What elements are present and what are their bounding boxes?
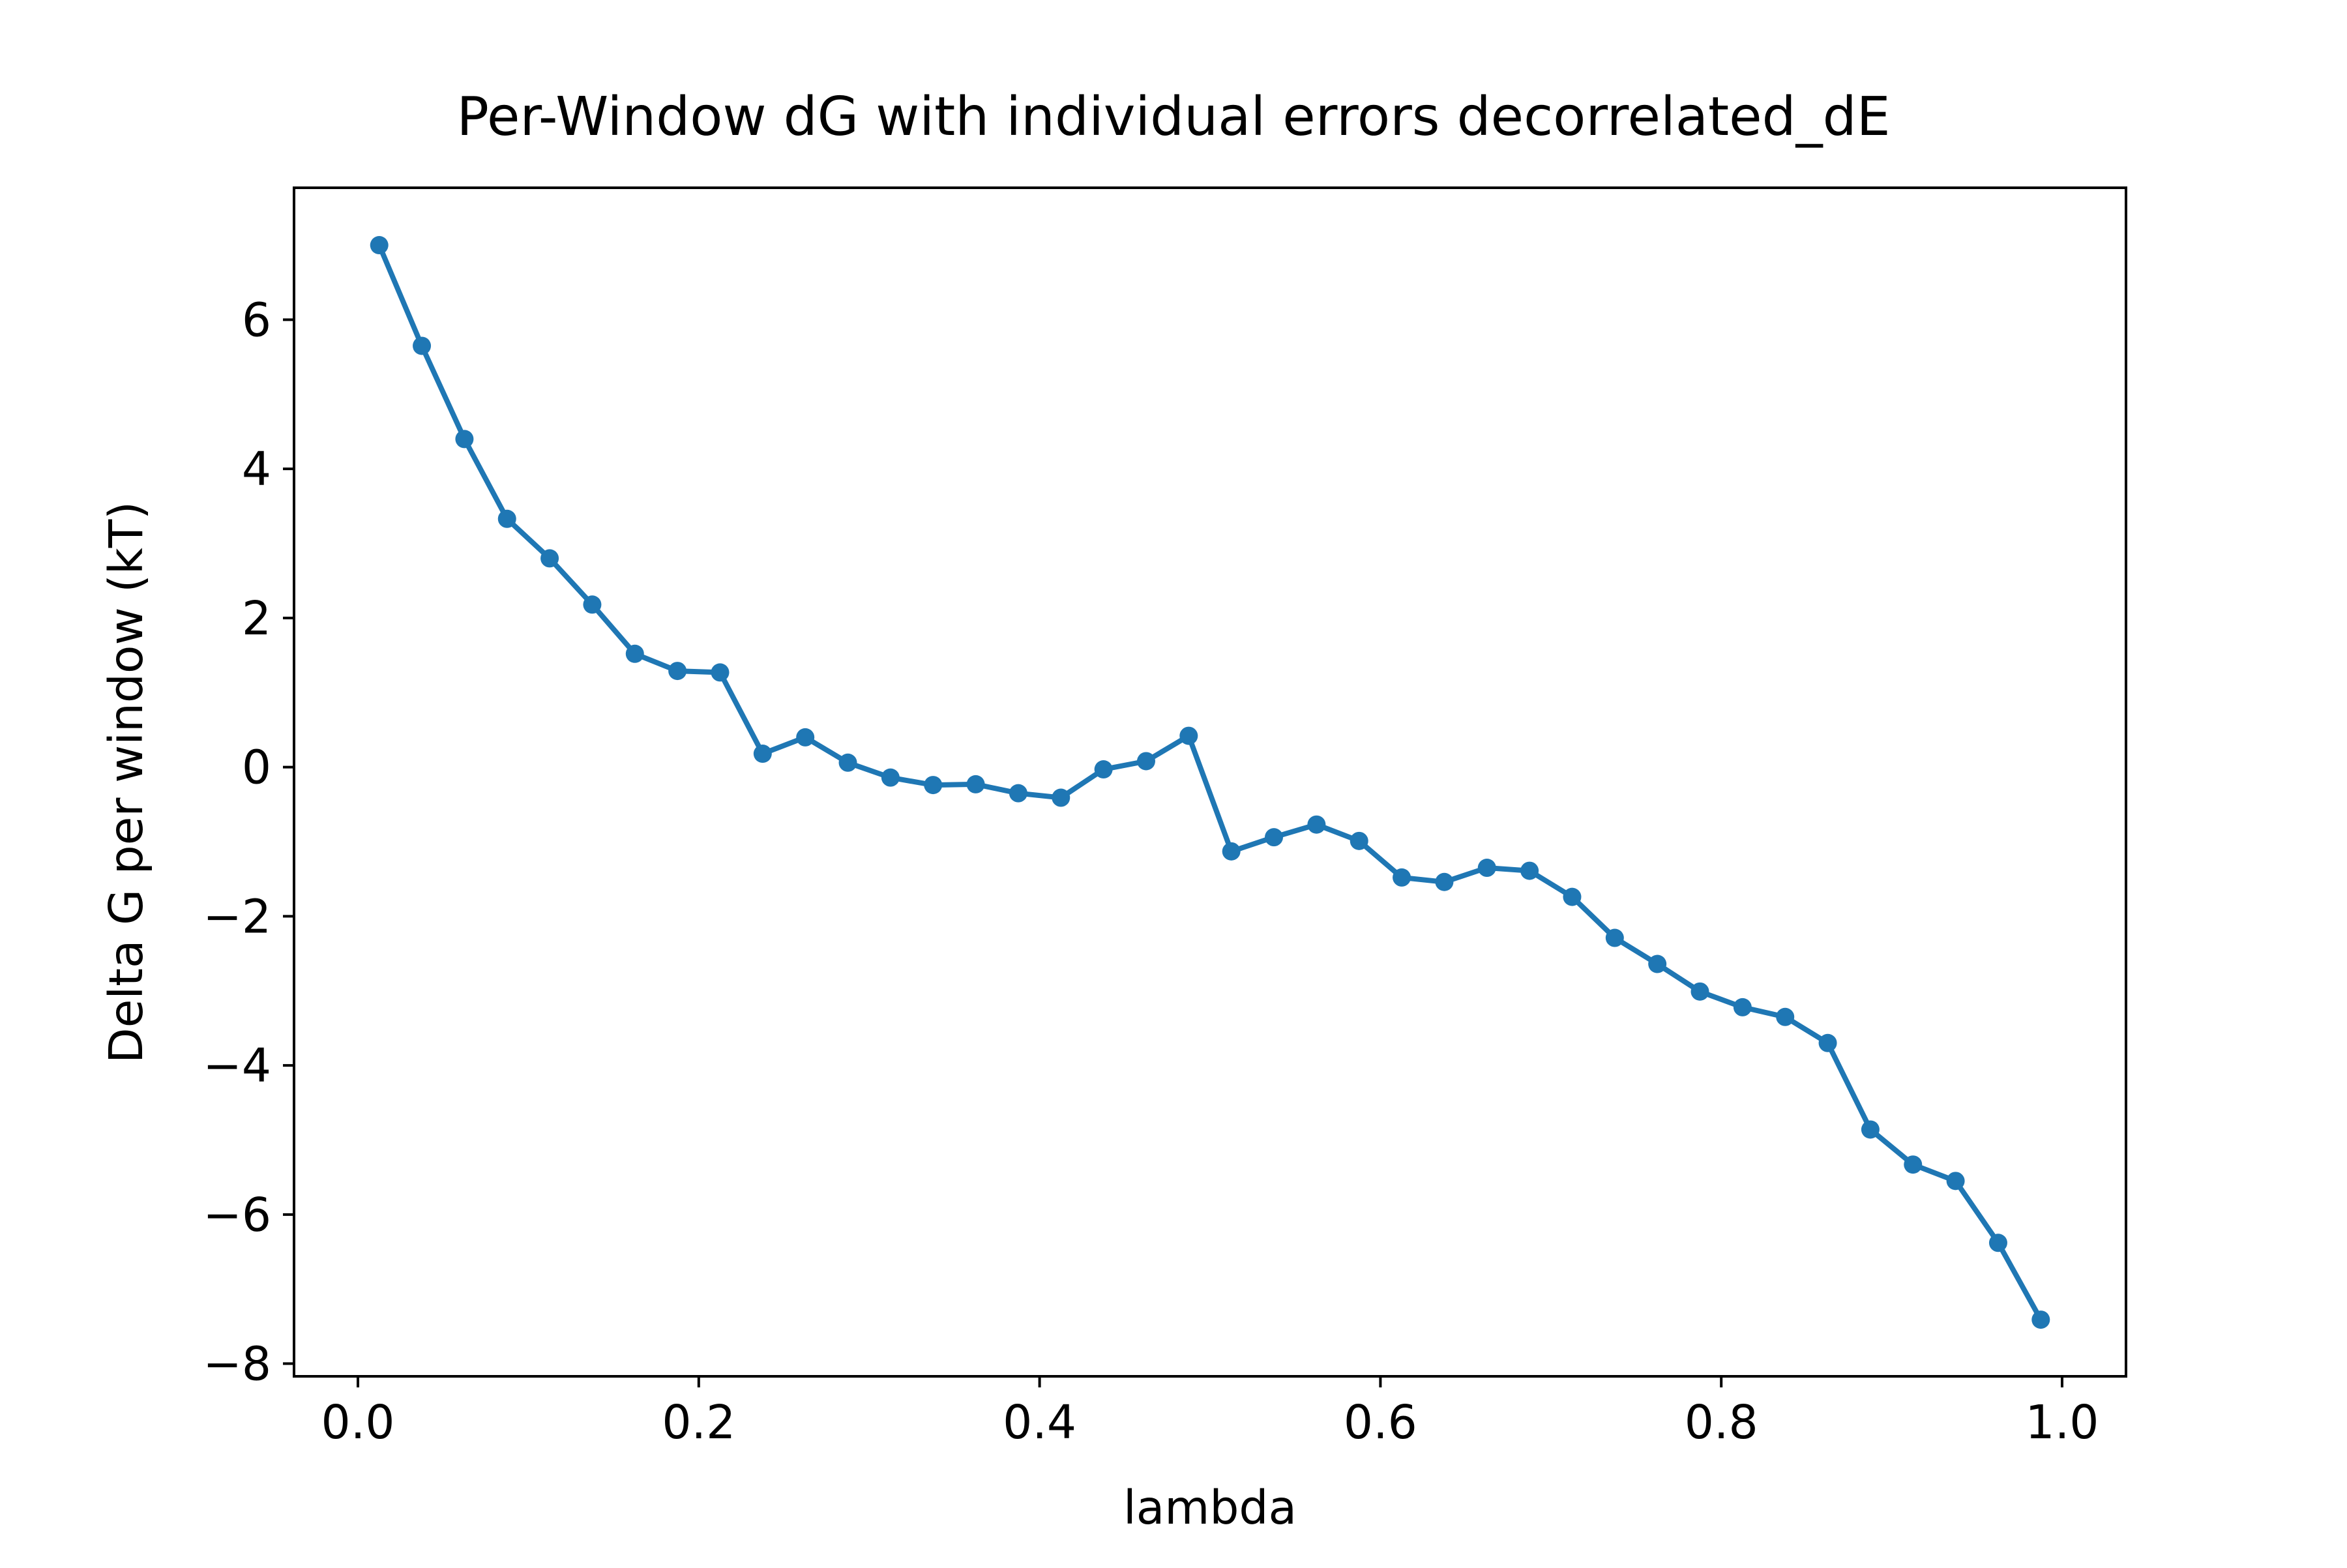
data-point	[711, 663, 730, 682]
data-point	[1776, 1007, 1795, 1026]
chart-title: Per-Window dG with individual errors dec…	[456, 86, 1890, 148]
data-point	[1946, 1172, 1965, 1191]
data-point	[1307, 815, 1326, 834]
data-point	[1605, 928, 1624, 947]
data-point	[1904, 1155, 1923, 1174]
data-point	[540, 549, 559, 568]
data-point	[796, 728, 815, 747]
data-point	[1733, 998, 1752, 1016]
y-tick-label: −4	[203, 1039, 271, 1093]
data-point	[1861, 1120, 1880, 1139]
x-tick-label: 0.0	[321, 1395, 395, 1449]
data-point	[1179, 726, 1198, 745]
x-tick-label: 0.2	[662, 1395, 735, 1449]
y-axis-label: Delta G per window (kT)	[99, 501, 153, 1063]
x-tick-label: 0.6	[1344, 1395, 1417, 1449]
data-point	[1477, 859, 1496, 878]
data-point	[583, 595, 602, 614]
data-point	[1563, 887, 1582, 906]
data-point	[1350, 831, 1368, 850]
x-tick-label: 1.0	[2026, 1395, 2099, 1449]
data-point	[881, 768, 900, 787]
data-point	[2031, 1310, 2050, 1329]
data-point	[1393, 868, 1411, 887]
y-tick-label: 2	[242, 591, 271, 645]
data-point	[1818, 1033, 1837, 1052]
x-tick-label: 0.4	[1003, 1395, 1076, 1449]
data-point	[625, 644, 644, 663]
data-point	[1009, 784, 1027, 803]
y-tick-label: −8	[203, 1337, 271, 1391]
x-axis-label: lambda	[1123, 1481, 1297, 1535]
data-point	[1222, 842, 1241, 861]
data-point	[1988, 1234, 2007, 1252]
series-line	[376, 241, 2044, 1324]
data-point	[1265, 828, 1284, 847]
data-point	[966, 775, 985, 793]
data-point	[1690, 982, 1709, 1001]
plot-area-frame	[293, 186, 2127, 1378]
x-tick-label: 0.8	[1685, 1395, 1758, 1449]
y-tick-label: −2	[203, 889, 271, 943]
data-point	[838, 753, 857, 772]
data-point	[413, 336, 432, 355]
data-point	[455, 430, 474, 449]
data-point	[1052, 788, 1070, 807]
data-point	[1648, 954, 1667, 973]
y-tick-label: −6	[203, 1188, 271, 1242]
y-tick-label: 6	[242, 293, 271, 347]
data-point	[1435, 872, 1454, 891]
data-point	[1136, 752, 1155, 771]
data-point	[924, 776, 943, 795]
y-tick-label: 0	[242, 741, 271, 795]
data-point	[1520, 861, 1539, 880]
data-point	[1094, 760, 1113, 779]
data-point	[668, 662, 687, 681]
data-point	[753, 745, 772, 763]
data-point	[497, 509, 516, 528]
data-point	[370, 236, 389, 255]
y-tick-label: 4	[242, 442, 271, 496]
